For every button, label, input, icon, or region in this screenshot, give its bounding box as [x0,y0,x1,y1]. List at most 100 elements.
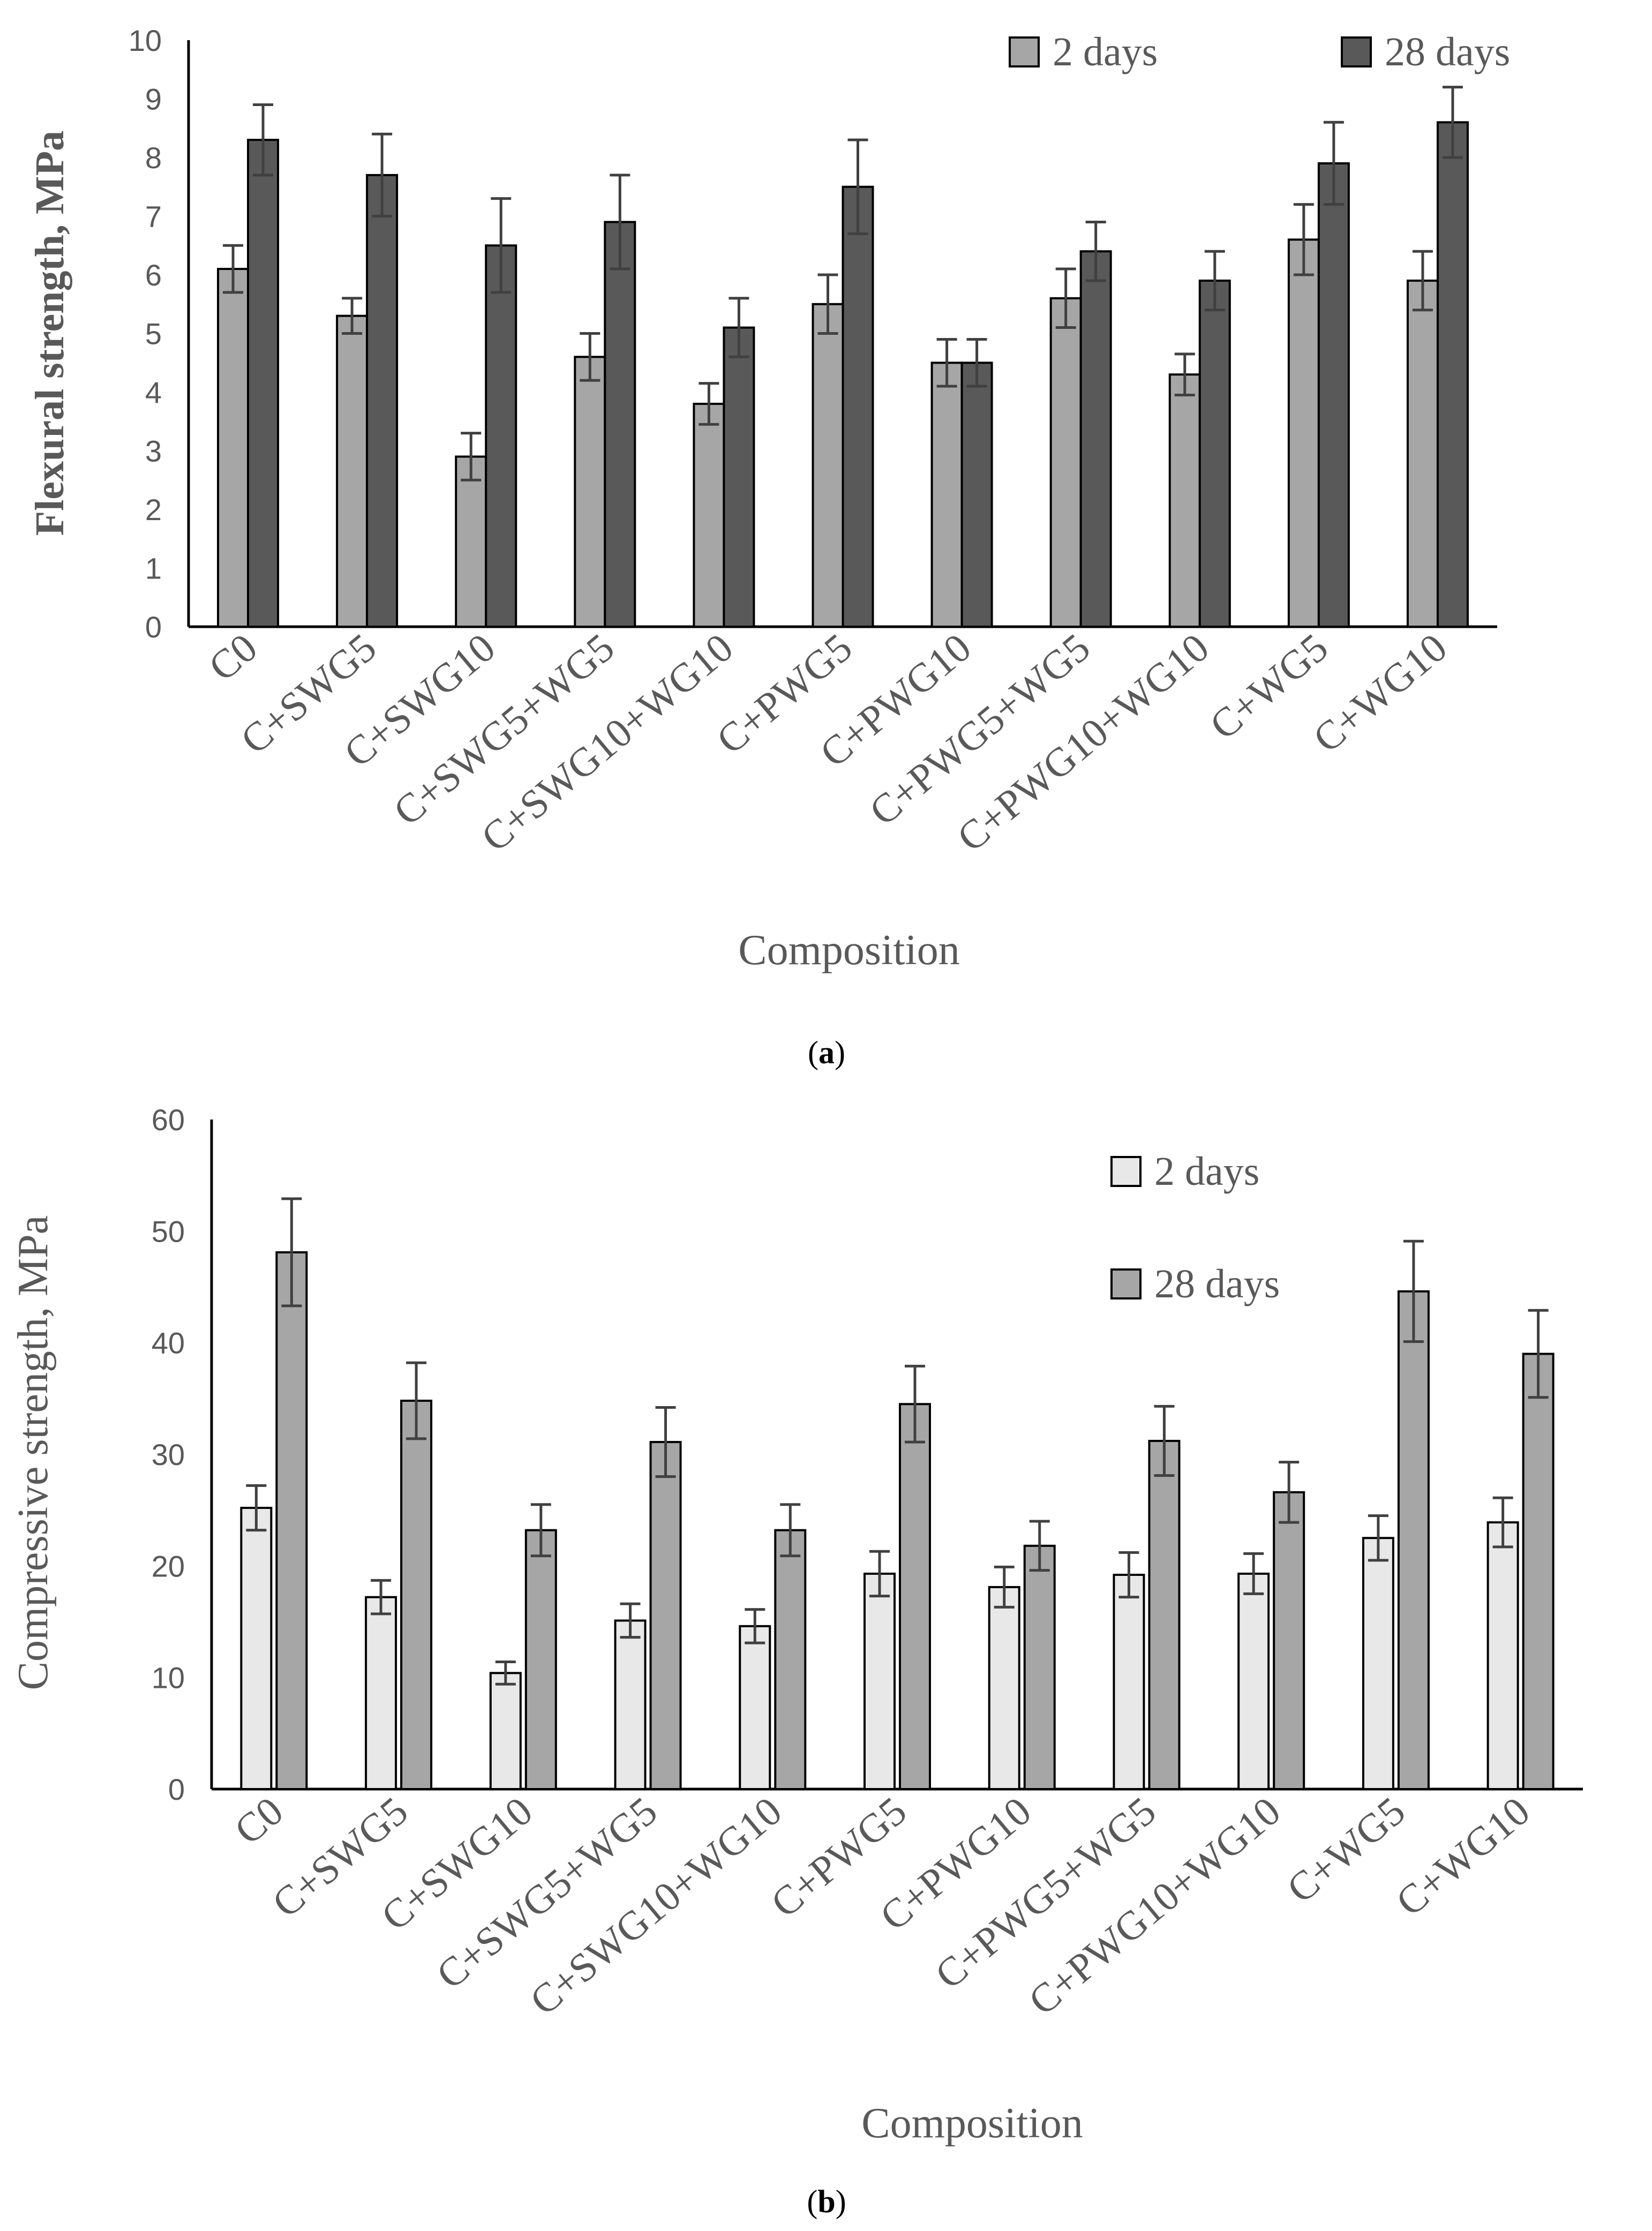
y-tick-label: 3 [145,434,162,468]
bar-a-28days-C+PWG10+WG10 [1198,279,1231,628]
panel-caption: (b) [807,2184,846,2219]
bar-a-28days-C+WG5 [1317,162,1350,628]
error-bar [461,432,482,482]
bar-b-2days-C+PWG5 [863,1572,896,1791]
error-bar [1029,1520,1050,1572]
y-tick-label: 2 [145,493,162,527]
error-bar [372,132,393,217]
error-bar [491,197,512,294]
error-bar [1368,1514,1388,1562]
y-tick-label: 9 [145,82,162,116]
error-bar [936,337,957,388]
chart-panel-b: 0102030405060C0C+SWG5C+SWG10C+SWG5+WG5C+… [10,1103,1583,2219]
y-tick-label: 10 [129,24,162,57]
y-tick-label: 0 [145,610,162,644]
category-label: C+WG10 [1388,1789,1538,1925]
error-bar [905,1364,925,1444]
bar-a-28days-C+SWG5+WG5 [604,221,636,628]
error-bar [1412,250,1433,312]
legend-swatch [1110,1156,1142,1187]
bar-b-28days-C+SWG5+WG5 [649,1441,682,1790]
legend: 2 days 28 days [1009,29,1510,74]
bar-a-2days-C+SWG10+WG10 [693,402,725,628]
y-tick-label: 6 [145,258,162,292]
y-tick-label: 30 [152,1438,185,1471]
error-bar [780,1503,801,1558]
category-label: C+PWG5+WG5 [927,1789,1164,1998]
error-bar [1174,352,1195,396]
bar-b-2days-C+WG10 [1486,1521,1519,1790]
bar-b-28days-C0 [275,1251,308,1791]
error-bar [1243,1552,1264,1595]
bar-b-28days-C+PWG10+WG10 [1273,1491,1305,1790]
error-bar [699,382,719,426]
error-bar [745,1608,765,1644]
error-bar [580,332,600,382]
bar-b-2days-C+PWG10+WG10 [1237,1572,1270,1791]
bar-b-28days-C+PWG5+WG5 [1148,1440,1181,1790]
caption-close: ) [836,2184,846,2219]
legend-swatch [1341,36,1372,67]
bar-b-28days-C+PWG5 [899,1403,931,1790]
y-axis-title: Flexural strength, MPa [27,131,72,536]
y-tick-label: 7 [145,200,162,234]
error-bar [406,1361,427,1440]
bar-a-2days-C+SWG5+WG5 [574,356,606,628]
bar-a-28days-C+SWG5 [366,174,399,628]
y-tick-label: 50 [152,1214,185,1248]
x-axis-title: Composition [738,927,959,974]
y-tick-label: 4 [145,375,162,409]
chart-panel-a: 012345678910C0C+SWG5C+SWG10C+SWG5+WG5C+S… [27,24,1510,1070]
category-label: C0 [200,625,266,690]
bar-b-2days-C+SWG10 [489,1672,522,1790]
error-bar [869,1550,890,1598]
y-tick-label: 40 [152,1326,185,1360]
error-bar [1055,267,1076,329]
bar-b-28days-C+SWG10+WG10 [774,1529,807,1791]
bar-a-28days-C+SWG10 [485,244,517,628]
bar-a-28days-C+PWG5+WG5 [1079,250,1112,628]
caption-letter: a [819,1035,835,1070]
error-bar [1204,250,1225,312]
error-bar [729,297,749,358]
bar-b-28days-C+SWG10 [524,1529,557,1791]
category-label: C+WG10 [1305,625,1455,762]
y-tick-label: 20 [152,1549,185,1583]
bar-b-2days-C+SWG5 [365,1596,397,1791]
bar-b-2days-C+SWG5+WG5 [614,1619,647,1791]
error-bar [966,337,987,388]
error-bar [530,1503,551,1558]
category-label: C0 [226,1789,291,1853]
error-bar [994,1565,1015,1609]
legend-label: 2 days [1053,29,1158,74]
y-tick-label: 8 [145,141,162,175]
y-axis-title: Compressive strength, MPa [10,1215,57,1691]
bar-b-28days-C+PWG10 [1023,1544,1056,1790]
bar-b-2days-C+PWG5+WG5 [1113,1574,1145,1790]
legend-swatch [1009,36,1040,67]
error-bar [253,103,274,177]
caption-open: ( [807,2184,817,2219]
y-tick-label: 5 [145,317,162,351]
bar-a-2days-C+PWG5 [812,303,844,628]
y-tick-label: 60 [152,1103,185,1137]
error-bar [847,138,868,235]
error-bar [1528,1309,1549,1399]
error-bar [1323,121,1344,206]
caption-open: ( [808,1035,819,1070]
caption-close: ) [835,1035,845,1070]
legend-label: 2 days [1154,1149,1259,1194]
legend: 2 days 28 days [1110,1149,1280,1306]
bar-a-2days-C0 [217,268,250,628]
x-axis-title: Composition [861,2100,1083,2147]
bar-b-2days-C+WG5 [1362,1537,1394,1790]
bar-a-28days-C+WG10 [1436,121,1469,628]
legend-swatch [1110,1268,1142,1299]
bar-a-28days-C+SWG10+WG10 [723,326,755,628]
bar-a-28days-C+PWG5 [842,185,874,628]
caption-letter: b [817,2184,835,2219]
error-bar [610,174,630,271]
error-bar [1492,1496,1513,1549]
bar-a-28days-C+PWG10 [960,362,993,628]
error-bar [1279,1461,1300,1524]
